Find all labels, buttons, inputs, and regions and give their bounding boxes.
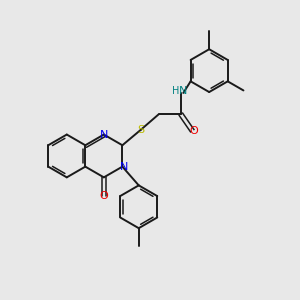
Text: N: N [100,130,108,140]
Text: N: N [179,86,188,96]
Text: S: S [137,125,144,135]
Text: N: N [120,162,128,172]
Text: O: O [100,190,108,200]
Text: H: H [172,86,179,96]
Text: O: O [189,126,198,136]
